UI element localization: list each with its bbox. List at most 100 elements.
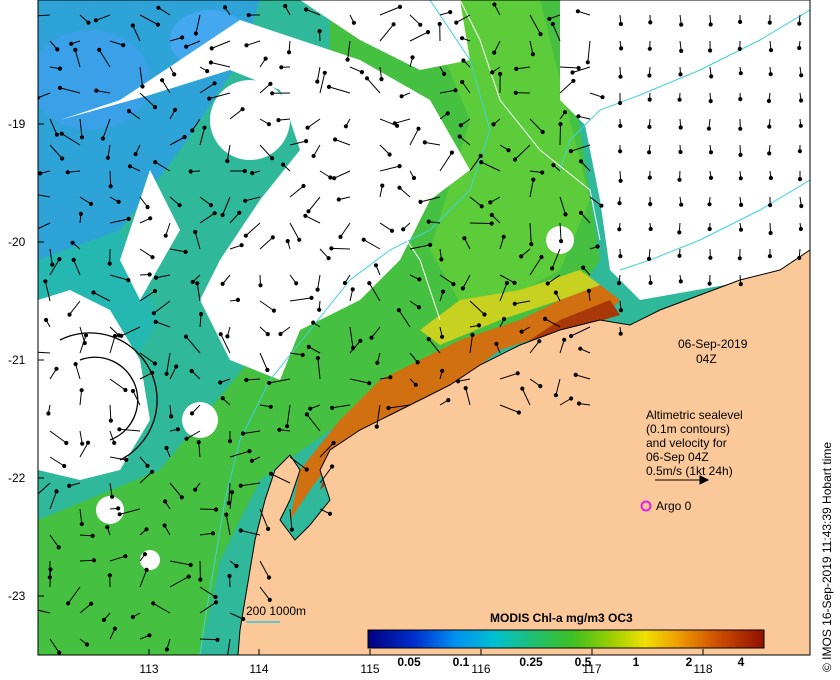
velocity-vector bbox=[199, 82, 215, 94]
velocity-vector bbox=[49, 430, 67, 444]
velocity-vector-head bbox=[240, 431, 246, 436]
velocity-vector bbox=[259, 508, 269, 530]
velocity-vector-head bbox=[123, 387, 128, 393]
velocity-vector-head bbox=[57, 257, 62, 262]
velocity-vector-head bbox=[425, 29, 431, 35]
velocity-vector-head bbox=[706, 126, 712, 131]
velocity-vector bbox=[59, 87, 81, 94]
velocity-vector-head bbox=[648, 202, 653, 207]
velocity-vector bbox=[529, 118, 544, 133]
velocity-vector-head bbox=[150, 255, 155, 260]
velocity-vector-head bbox=[308, 406, 313, 411]
velocity-vector-head bbox=[65, 170, 70, 175]
velocity-vector-head bbox=[707, 226, 712, 232]
velocity-vector bbox=[74, 49, 81, 68]
velocity-vector-head bbox=[151, 601, 156, 606]
velocity-vector-head bbox=[289, 527, 294, 532]
velocity-vector-head bbox=[315, 287, 320, 292]
velocity-vector-head bbox=[57, 85, 63, 91]
scale-arrow bbox=[655, 475, 710, 485]
velocity-vector-head bbox=[48, 567, 53, 572]
velocity-vector bbox=[259, 560, 270, 578]
annotation-line: and velocity for bbox=[646, 436, 727, 450]
velocity-vector bbox=[166, 352, 171, 374]
velocity-vector-head bbox=[460, 79, 465, 85]
velocity-vector bbox=[499, 236, 505, 250]
velocity-vector-head bbox=[399, 94, 404, 99]
velocity-vector bbox=[139, 569, 148, 588]
velocity-vector bbox=[587, 40, 591, 63]
velocity-vector bbox=[153, 300, 171, 314]
velocity-vector bbox=[529, 256, 542, 276]
velocity-vector-head bbox=[198, 577, 203, 582]
velocity-vector bbox=[514, 144, 531, 160]
velocity-vector-head bbox=[33, 608, 36, 611]
velocity-vector-head bbox=[440, 368, 445, 373]
velocity-vector-head bbox=[182, 134, 187, 140]
velocity-vector bbox=[199, 196, 212, 206]
velocity-vector-head bbox=[707, 281, 712, 286]
velocity-vector-head bbox=[738, 97, 743, 102]
velocity-vector bbox=[139, 92, 156, 108]
velocity-vector-head bbox=[62, 463, 67, 469]
velocity-vector-head bbox=[193, 229, 198, 235]
velocity-vector bbox=[69, 300, 81, 315]
velocity-vector-head bbox=[647, 46, 652, 51]
velocity-vector-head bbox=[172, 72, 177, 77]
velocity-vector-head bbox=[315, 356, 320, 361]
velocity-vector-head bbox=[618, 100, 623, 106]
velocity-vector-head bbox=[213, 600, 219, 605]
velocity-vector bbox=[109, 170, 112, 187]
velocity-vector-head bbox=[463, 386, 468, 391]
velocity-vector bbox=[109, 430, 115, 444]
velocity-vector bbox=[516, 66, 531, 70]
velocity-vector-head bbox=[449, 150, 454, 155]
velocity-vector-head bbox=[380, 183, 385, 188]
velocity-vector bbox=[529, 14, 541, 35]
velocity-vector-head bbox=[101, 617, 107, 623]
velocity-vector-head bbox=[108, 184, 113, 189]
velocity-vector bbox=[132, 390, 141, 406]
velocity-vector bbox=[186, 40, 201, 48]
blue-patch bbox=[38, 30, 150, 130]
velocity-vector-head bbox=[317, 307, 322, 312]
velocity-vector-head bbox=[304, 7, 309, 12]
velocity-vector bbox=[552, 23, 561, 42]
velocity-vector bbox=[289, 185, 304, 198]
velocity-vector-head bbox=[679, 48, 684, 54]
velocity-vector-head bbox=[54, 489, 59, 494]
velocity-vector-head bbox=[267, 380, 272, 386]
velocity-vector bbox=[199, 508, 217, 510]
velocity-vector-head bbox=[422, 140, 427, 145]
velocity-vector-head bbox=[479, 204, 484, 209]
velocity-vector bbox=[79, 430, 83, 444]
velocity-vector-head bbox=[531, 177, 536, 182]
velocity-vector bbox=[169, 560, 191, 566]
velocity-vector-head bbox=[207, 96, 212, 101]
velocity-vector-head bbox=[220, 281, 225, 286]
annotation-line: 0.5m/s (1kt 24h) bbox=[646, 464, 733, 478]
velocity-vector-head bbox=[537, 339, 542, 344]
velocity-vector-head bbox=[708, 175, 714, 180]
velocity-vector bbox=[139, 196, 148, 208]
velocity-vector-head bbox=[80, 441, 85, 446]
velocity-vector-head bbox=[238, 528, 243, 533]
velocity-vector-head bbox=[482, 312, 487, 317]
velocity-vector bbox=[331, 247, 351, 250]
velocity-vector bbox=[333, 170, 351, 179]
velocity-vector bbox=[334, 139, 351, 146]
velocity-vector-head bbox=[479, 160, 484, 165]
velocity-vector-head bbox=[599, 203, 604, 208]
velocity-vector-head bbox=[502, 316, 507, 322]
velocity-vector-head bbox=[126, 109, 132, 114]
velocity-vector-head bbox=[271, 308, 276, 313]
velocity-vector-head bbox=[281, 162, 286, 167]
velocity-vector-head bbox=[514, 66, 519, 72]
velocity-vector bbox=[139, 14, 159, 26]
colorbar-tick: 4 bbox=[737, 655, 745, 669]
velocity-vector bbox=[376, 404, 381, 427]
velocity-vector-head bbox=[516, 410, 522, 415]
velocity-vector-head bbox=[100, 136, 106, 141]
velocity-vector-head bbox=[311, 320, 316, 325]
bathymetry-legend-label: 200 1000m bbox=[246, 604, 307, 618]
